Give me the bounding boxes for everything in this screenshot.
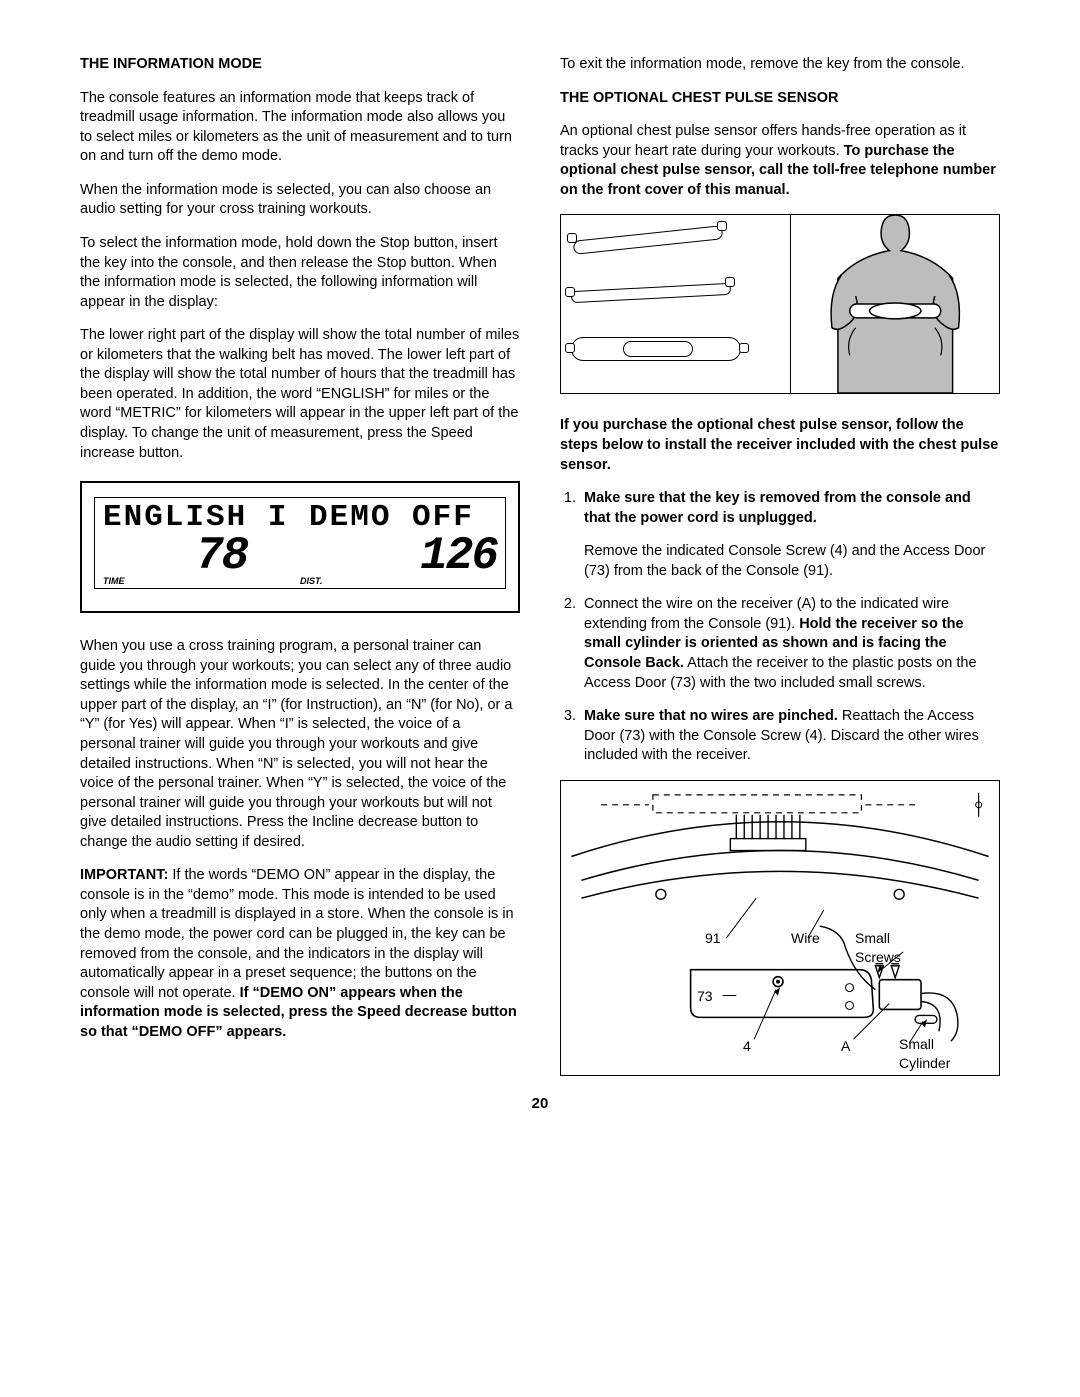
para: An optional chest pulse sensor offers ha…	[560, 122, 1000, 200]
label-small-screws: Small Screws	[855, 929, 901, 967]
para: To select the information mode, hold dow…	[80, 234, 520, 312]
install-step-3: Make sure that no wires are pinched. Rea…	[580, 707, 1000, 766]
para: When you use a cross training program, a…	[80, 637, 520, 852]
install-step-2: Connect the wire on the receiver (A) to …	[580, 595, 1000, 693]
console-diagram-icon	[561, 781, 999, 1075]
right-column: To exit the information mode, remove the…	[560, 55, 1000, 1076]
para-important: IMPORTANT: If the words “DEMO ON” appear…	[80, 866, 520, 1042]
para-install-intro: If you purchase the optional chest pulse…	[560, 416, 1000, 475]
important-label: IMPORTANT:	[80, 867, 168, 883]
label-91: 91	[705, 929, 721, 948]
step1-bold: Make sure that the key is removed from t…	[584, 490, 971, 526]
install-steps: Make sure that the key is removed from t…	[560, 489, 1000, 766]
heading-information-mode: THE INFORMATION MODE	[80, 55, 520, 75]
para: To exit the information mode, remove the…	[560, 55, 1000, 75]
para: When the information mode is selected, y…	[80, 181, 520, 220]
page-number: 20	[80, 1094, 1000, 1114]
two-column-layout: THE INFORMATION MODE The console feature…	[80, 55, 1000, 1076]
install-intro-bold: If you purchase the optional chest pulse…	[560, 417, 998, 472]
lcd-display-figure: ENGLISH I DEMO OFF 78 TIME 126 DIST.	[80, 481, 520, 613]
label-small-cylinder: Small Cylinder	[899, 1035, 950, 1073]
heading-chest-pulse: THE OPTIONAL CHEST PULSE SENSOR	[560, 89, 1000, 109]
chest-sensor-figure	[560, 214, 1000, 394]
torso-icon	[791, 215, 1000, 393]
install-step-1: Make sure that the key is removed from t…	[580, 489, 1000, 581]
chest-sensor-torso	[791, 215, 1000, 393]
lcd-dist-cell: 126 DIST.	[300, 533, 497, 586]
label-a: A	[841, 1037, 850, 1056]
para: The console features an information mode…	[80, 89, 520, 167]
left-column: THE INFORMATION MODE The console feature…	[80, 55, 520, 1076]
chest-sensor-straps	[561, 215, 791, 393]
important-body: If the words “DEMO ON” appear in the dis…	[80, 867, 514, 1000]
label-73: 73	[697, 987, 713, 1006]
lcd-inner: ENGLISH I DEMO OFF 78 TIME 126 DIST.	[94, 497, 506, 589]
lcd-dist-value: 126	[300, 533, 497, 579]
console-back-figure: 91 Wire Small Screws 73 4 A Small Cylind…	[560, 780, 1000, 1076]
label-wire: Wire	[791, 929, 820, 948]
label-4: 4	[743, 1037, 751, 1056]
lcd-dist-label: DIST.	[300, 577, 497, 586]
step3-a: Make sure that no wires are pinched.	[584, 708, 838, 724]
lcd-time-label: TIME	[103, 577, 300, 586]
para: The lower right part of the display will…	[80, 326, 520, 463]
lcd-time-cell: 78 TIME	[103, 533, 300, 586]
lcd-time-value: 78	[103, 533, 300, 579]
lcd-top-line: ENGLISH I DEMO OFF	[103, 502, 497, 533]
step1-detail: Remove the indicated Console Screw (4) a…	[584, 542, 1000, 581]
lcd-bottom-row: 78 TIME 126 DIST.	[103, 533, 497, 586]
